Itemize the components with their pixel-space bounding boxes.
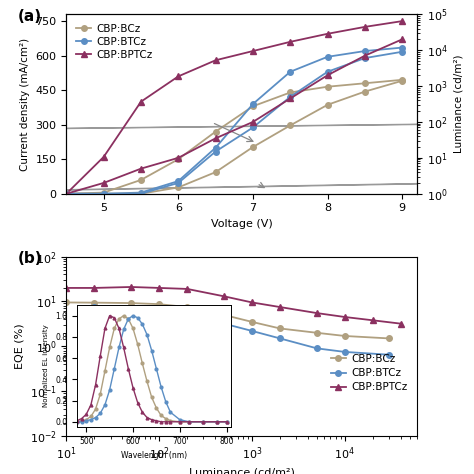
CBP:BPTCz [277, 304, 283, 310]
Line: CBP:BTCz: CBP:BTCz [91, 304, 392, 357]
CBP:BCz [213, 129, 219, 135]
CBP:BTCz [128, 305, 134, 310]
Line: CBP:BCz: CBP:BCz [64, 77, 405, 197]
CBP:BTCz [138, 190, 144, 195]
CBP:BTCz [325, 54, 330, 60]
CBP:BPTCz [249, 300, 255, 305]
CBP:BPTCz [370, 318, 376, 323]
CBP:BCz [175, 156, 181, 162]
CBP:BCz [91, 300, 97, 306]
CBP:BPTCz [342, 314, 348, 320]
CBP:BTCz [64, 191, 69, 197]
CBP:BTCz [221, 321, 227, 327]
CBP:BPTCz [156, 285, 162, 291]
CBP:BCz [221, 312, 227, 318]
CBP:BTCz [184, 311, 190, 317]
CBP:BPTCz [362, 24, 368, 30]
CBP:BCz [64, 191, 69, 197]
CBP:BTCz [175, 178, 181, 184]
CBP:BPTCz [91, 285, 97, 291]
CBP:BPTCz [175, 73, 181, 79]
CBP:BCz [386, 336, 392, 341]
CBP:BPTCz [64, 191, 69, 197]
CBP:BCz [362, 81, 368, 86]
CBP:BTCz [101, 191, 107, 197]
CBP:BPTCz [128, 284, 134, 290]
Text: (b): (b) [17, 251, 42, 266]
Legend: CBP:BCz, CBP:BTCz, CBP:BPTCz: CBP:BCz, CBP:BTCz, CBP:BPTCz [327, 350, 412, 397]
Line: CBP:BPTCz: CBP:BPTCz [64, 18, 405, 197]
Y-axis label: EQE (%): EQE (%) [14, 324, 24, 369]
CBP:BCz [287, 90, 293, 95]
CBP:BPTCz [138, 99, 144, 105]
CBP:BCz [249, 319, 255, 325]
CBP:BCz [64, 300, 69, 305]
CBP:BTCz [156, 307, 162, 313]
CBP:BTCz [287, 69, 293, 74]
Y-axis label: Luminance (cd/m²): Luminance (cd/m²) [453, 55, 463, 153]
CBP:BTCz [400, 45, 405, 50]
Line: CBP:BPTCz: CBP:BPTCz [64, 284, 403, 327]
CBP:BPTCz [325, 31, 330, 36]
CBP:BCz [277, 326, 283, 331]
CBP:BCz [138, 177, 144, 183]
CBP:BTCz [342, 349, 348, 355]
X-axis label: Voltage (V): Voltage (V) [211, 219, 273, 229]
CBP:BPTCz [184, 286, 190, 292]
CBP:BTCz [314, 346, 320, 351]
CBP:BPTCz [64, 285, 69, 291]
CBP:BPTCz [400, 18, 405, 24]
CBP:BPTCz [398, 321, 404, 327]
CBP:BCz [342, 333, 348, 339]
CBP:BPTCz [314, 310, 320, 316]
CBP:BCz [128, 300, 134, 306]
Legend: CBP:BCz, CBP:BTCz, CBP:BPTCz: CBP:BCz, CBP:BTCz, CBP:BPTCz [72, 19, 157, 64]
CBP:BPTCz [287, 39, 293, 45]
CBP:BCz [184, 304, 190, 310]
Text: (a): (a) [17, 9, 41, 24]
CBP:BCz [101, 190, 107, 195]
CBP:BTCz [362, 48, 368, 54]
CBP:BTCz [249, 328, 255, 334]
CBP:BTCz [386, 352, 392, 357]
CBP:BTCz [213, 145, 219, 151]
Line: CBP:BCz: CBP:BCz [64, 300, 392, 341]
CBP:BPTCz [213, 57, 219, 63]
CBP:BCz [325, 84, 330, 90]
CBP:BCz [250, 103, 256, 109]
CBP:BPTCz [221, 293, 227, 299]
Line: CBP:BTCz: CBP:BTCz [64, 45, 405, 197]
CBP:BTCz [250, 101, 256, 107]
CBP:BCz [314, 330, 320, 336]
CBP:BTCz [91, 304, 97, 310]
CBP:BTCz [277, 336, 283, 341]
CBP:BPTCz [250, 48, 256, 54]
CBP:BPTCz [101, 154, 107, 160]
X-axis label: Luminance (cd/m²): Luminance (cd/m²) [189, 468, 295, 474]
CBP:BCz [156, 301, 162, 307]
CBP:BCz [400, 77, 405, 82]
Y-axis label: Current density (mA/cm²): Current density (mA/cm²) [20, 37, 30, 171]
